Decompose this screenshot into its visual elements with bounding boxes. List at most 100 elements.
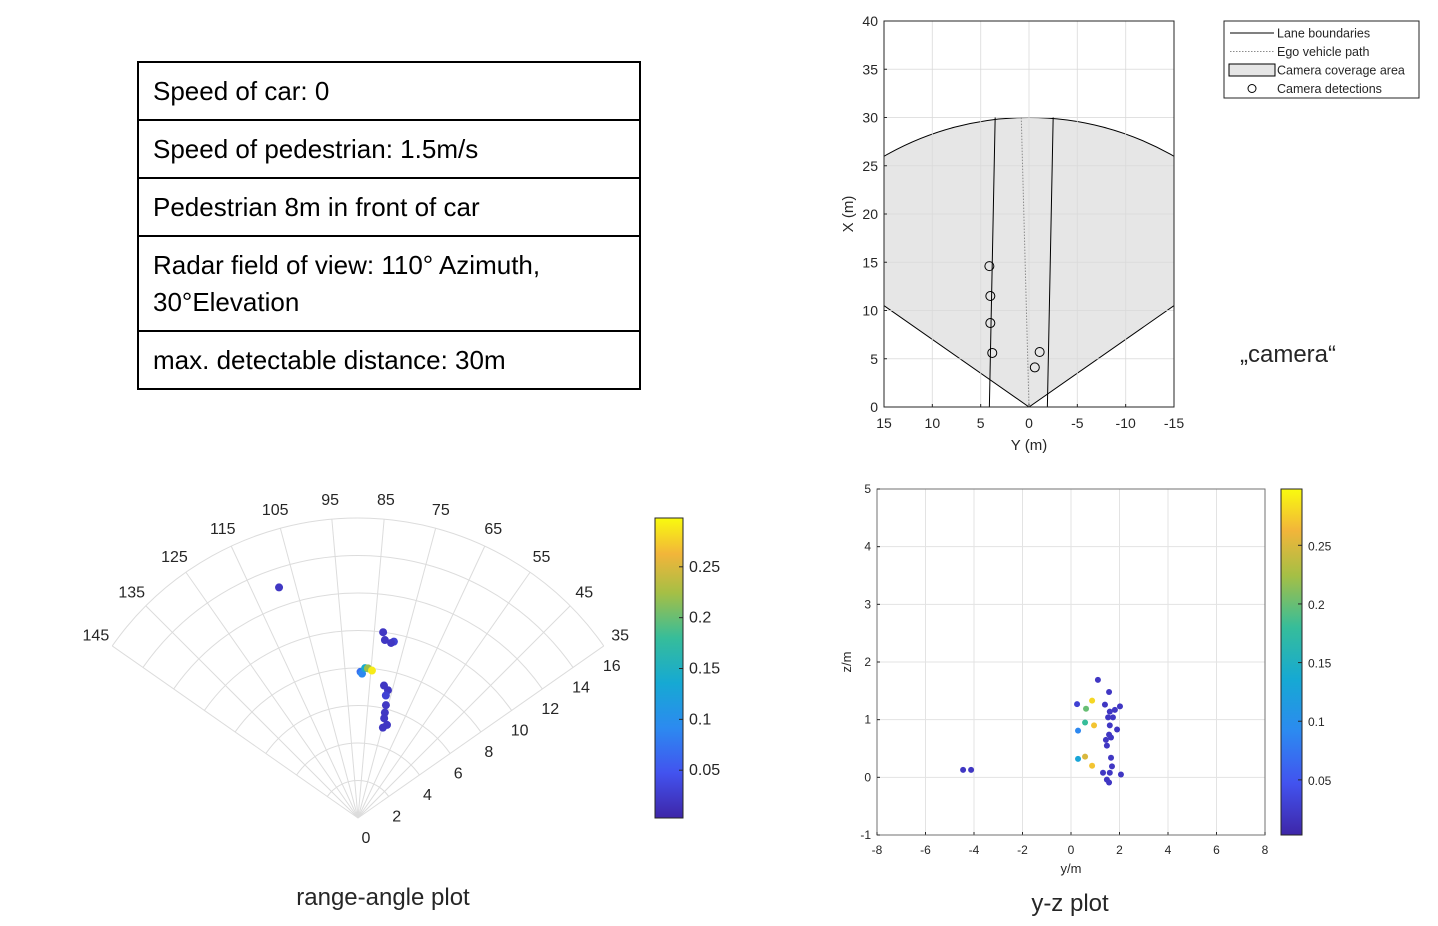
- theta-tick-label: 145: [83, 627, 110, 644]
- x-tick-label: 0: [1068, 843, 1075, 857]
- r-tick-label: 10: [511, 722, 529, 739]
- x-tick-label: 10: [925, 415, 941, 431]
- point: [1102, 736, 1109, 743]
- point: [1114, 726, 1121, 733]
- colorbar-tick-label: 0.25: [689, 559, 720, 576]
- point: [1106, 779, 1113, 786]
- point: [378, 723, 387, 732]
- table-row: Radar field of view: 110° Azimuth, 30°El…: [139, 235, 639, 330]
- point: [1111, 706, 1118, 713]
- colorbar-tick-label: 0.2: [689, 610, 711, 627]
- point: [1106, 769, 1113, 776]
- detection: [985, 318, 996, 329]
- y-tick-label: -1: [860, 828, 871, 842]
- x-tick-label: -8: [872, 843, 883, 857]
- y-tick-label: 1: [864, 713, 871, 727]
- x-tick-label: -6: [920, 843, 931, 857]
- point: [367, 666, 376, 675]
- point: [1094, 676, 1101, 683]
- theta-tick-label: 125: [161, 549, 188, 566]
- legend-label: Ego vehicle path: [1277, 45, 1369, 59]
- r-tick-label: 14: [572, 679, 590, 696]
- theta-tick-label: 45: [575, 585, 593, 602]
- grid-arc: [111, 517, 605, 647]
- x-tick-label: 2: [1116, 843, 1123, 857]
- r-tick-label: 16: [603, 658, 621, 675]
- y-tick-label: 15: [862, 254, 878, 270]
- y-tick-label: 5: [870, 351, 878, 367]
- detection: [987, 347, 998, 358]
- x-tick-label: 5: [977, 415, 985, 431]
- r-tick-label: 8: [484, 744, 493, 761]
- grid-spoke: [357, 571, 531, 819]
- point: [1103, 742, 1110, 749]
- r-tick-label: 0: [362, 830, 371, 847]
- colorbar: [654, 517, 684, 819]
- x-tick-label: 15: [876, 415, 892, 431]
- y-tick-label: 10: [862, 303, 878, 319]
- y-tick-label: 5: [864, 482, 871, 496]
- y-tick-label: 25: [862, 158, 878, 174]
- point: [1116, 703, 1123, 710]
- detection: [1034, 346, 1045, 357]
- grid-spoke: [357, 545, 486, 819]
- point: [1082, 719, 1089, 726]
- x-axis-label: Y (m): [1011, 437, 1047, 454]
- grid-spoke: [279, 528, 359, 819]
- grid-spoke: [357, 605, 571, 819]
- y-tick-label: 3: [864, 597, 871, 611]
- r-tick-label: 4: [423, 787, 432, 804]
- grid-arc: [203, 629, 513, 711]
- colorbar-tick-label: 0.15: [1308, 657, 1332, 671]
- point: [1101, 701, 1108, 708]
- point: [380, 636, 389, 645]
- colorbar-tick-label: 0.1: [1308, 715, 1325, 729]
- axes-box: [883, 20, 1175, 408]
- grid-spoke: [357, 528, 437, 819]
- r-tick-label: 12: [541, 701, 559, 718]
- grid-arc: [296, 742, 420, 776]
- point: [1083, 705, 1090, 712]
- x-axis-label: y/m: [1061, 861, 1082, 876]
- r-tick-label: 2: [392, 808, 401, 825]
- legend-swatch: [1247, 84, 1257, 93]
- theta-tick-label: 85: [377, 492, 395, 509]
- point: [1075, 755, 1082, 762]
- grid-arc: [234, 667, 482, 733]
- r-tick-label: 6: [454, 765, 463, 782]
- y-tick-label: 0: [864, 770, 871, 784]
- colorbar-tick-label: 0.2: [1308, 598, 1325, 612]
- grid-spoke: [185, 571, 359, 819]
- table-row: max. detectable distance: 30m: [139, 330, 639, 388]
- x-tick-label: 4: [1165, 843, 1172, 857]
- theta-tick-label: 75: [432, 502, 450, 519]
- point: [1106, 688, 1113, 695]
- y-tick-label: 20: [862, 206, 878, 222]
- point: [1089, 762, 1096, 769]
- theta-tick-label: 35: [611, 627, 629, 644]
- x-tick-label: -5: [1071, 415, 1084, 431]
- point: [968, 766, 975, 773]
- detection: [1029, 362, 1040, 373]
- x-tick-label: -2: [1017, 843, 1028, 857]
- grid-spoke: [230, 545, 359, 819]
- legend-label: Camera coverage area: [1277, 64, 1405, 78]
- table-row: Pedestrian 8m in front of car: [139, 177, 639, 235]
- point: [1117, 771, 1124, 778]
- table-row: Speed of car: 0: [153, 76, 330, 106]
- point: [1108, 734, 1115, 741]
- y-tick-label: 4: [864, 540, 871, 554]
- legend-box: [1223, 20, 1420, 99]
- colorbar-tick-label: 0.05: [689, 762, 720, 779]
- point: [1091, 722, 1098, 729]
- point: [1108, 754, 1115, 761]
- x-tick-label: -10: [1116, 415, 1136, 431]
- theta-tick-label: 115: [210, 521, 236, 538]
- point: [1075, 727, 1082, 734]
- ego-path: [1020, 117, 1030, 408]
- point: [960, 766, 967, 773]
- point: [1105, 714, 1112, 721]
- detection: [984, 261, 995, 272]
